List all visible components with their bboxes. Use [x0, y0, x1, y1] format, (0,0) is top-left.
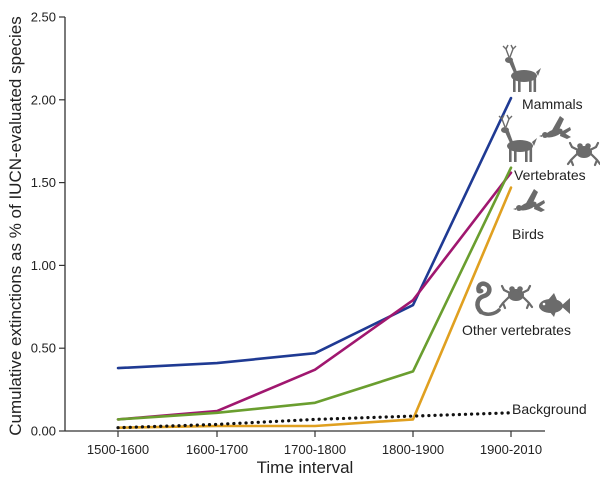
y-tick-label: 1.00: [31, 258, 56, 273]
x-tick-label: 1600-1700: [186, 442, 248, 457]
y-tick-label: 2.50: [31, 10, 56, 25]
mammals-annotation: Mammals: [502, 44, 583, 112]
frog-icon: [566, 141, 600, 167]
series-label-other-vertebrates: Other vertebrates: [462, 322, 571, 338]
x-tick-label: 1900-2010: [480, 442, 542, 457]
x-ticks: 1500-1600 1600-1700 1700-1800 1800-1900 1900…: [87, 431, 542, 457]
series-label-background: Background: [512, 401, 587, 417]
y-ticks: 0.00 0.50 1.00 1.50 2.00 2.50: [31, 10, 65, 439]
x-tick-label: 1700-1800: [284, 442, 346, 457]
y-tick-label: 0.50: [31, 341, 56, 356]
fish-icon: [539, 293, 570, 317]
x-axis-title: Time interval: [257, 458, 354, 477]
y-tick-label: 0.00: [31, 424, 56, 439]
y-tick-label: 1.50: [31, 175, 56, 190]
frog-icon: [498, 284, 534, 310]
series-label-birds: Birds: [512, 226, 544, 242]
series-line-background: [116, 411, 513, 430]
x-tick-label: 1800-1900: [382, 442, 444, 457]
series-lines: [116, 96, 513, 430]
snake-icon: [477, 284, 500, 315]
series-line-birds: [116, 166, 513, 421]
y-tick-label: 2.00: [31, 92, 56, 107]
series-label-vertebrates: Vertebrates: [514, 167, 586, 183]
series-line-mammals: [116, 96, 513, 370]
series-label-mammals: Mammals: [522, 96, 583, 112]
y-axis-title: Cumulative extinctions as % of IUCN-eval…: [6, 16, 25, 436]
series-line-vertebrates: [116, 171, 513, 421]
other-vertebrates-annotation: Other vertebrates: [462, 284, 571, 338]
deer-icon: [498, 114, 538, 163]
x-tick-label: 1500-1600: [87, 442, 149, 457]
bird-icon: [513, 189, 545, 213]
background-annotation: Background: [512, 401, 587, 417]
vertebrates-annotation: Vertebrates: [498, 114, 600, 183]
deer-icon: [502, 44, 542, 93]
bird-icon: [539, 116, 571, 140]
birds-annotation: Birds: [512, 189, 545, 242]
